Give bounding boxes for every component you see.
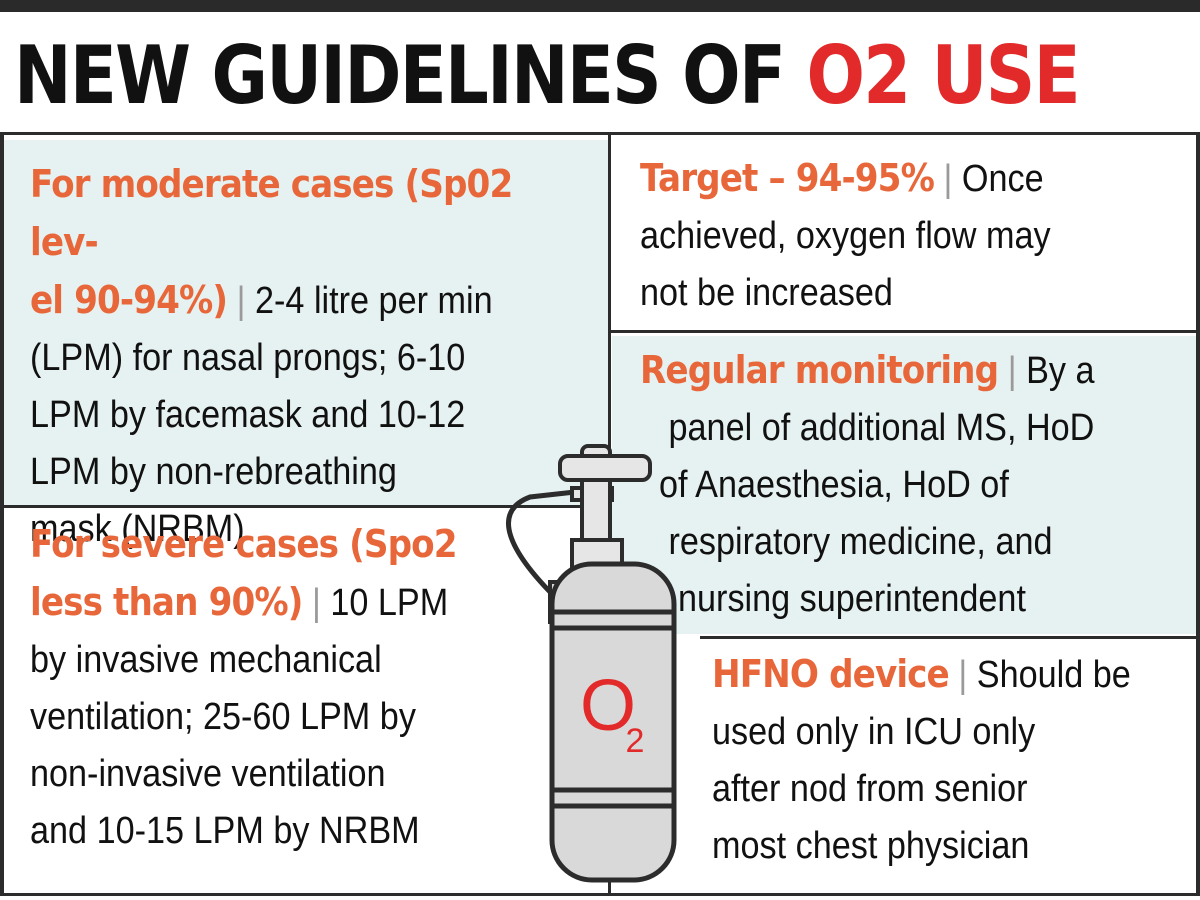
monitoring-label: Regular monitoring (640, 348, 999, 392)
top-bar (0, 0, 1200, 12)
divider (700, 636, 1200, 639)
moderate-cases-block: For moderate cases (Sp02 lev- el 90-94%)… (30, 162, 513, 550)
divider (0, 132, 1200, 135)
target-label: Target – 94-95% (640, 156, 935, 200)
target-text: Once achieved, oxygen flow may not be in… (640, 158, 1051, 314)
monitoring-block: Regular monitoring | By a panel of addit… (640, 348, 1095, 620)
divider (1196, 135, 1200, 895)
monitoring-panel (612, 336, 1196, 634)
moderate-cases-label: For moderate cases (Sp02 lev- el 90-94%) (30, 162, 513, 322)
o2-symbol: O (580, 666, 636, 746)
hfno-block: HFNO device | Should be used only in ICU… (712, 652, 1131, 867)
severe-cases-block: For severe cases (Spo2 less than 90%) | … (30, 522, 458, 852)
severe-cases-label: For severe cases (Spo2 less than 90%) (30, 522, 458, 624)
oxygen-cylinder-icon: O 2 (505, 444, 677, 883)
divider (0, 893, 1200, 896)
moderate-cases-text: 2-4 litre per min (LPM) for nasal prongs… (30, 280, 493, 550)
page-title: NEW GUIDELINES OF O2 USE (14, 29, 1081, 122)
divider (0, 135, 4, 895)
divider (0, 505, 608, 508)
severe-cases-text: 10 LPM by invasive mechanical ventilatio… (30, 582, 449, 852)
hfno-text: Should be used only in ICU only after no… (712, 654, 1131, 867)
hfno-label: HFNO device (712, 652, 950, 696)
o2-subscript: 2 (626, 722, 645, 760)
target-block: Target – 94-95% | Once achieved, oxygen … (640, 156, 1051, 314)
moderate-panel (4, 140, 608, 505)
monitoring-text: By a panel of additional MS, HoD of Anae… (659, 350, 1095, 620)
divider (611, 330, 1200, 333)
